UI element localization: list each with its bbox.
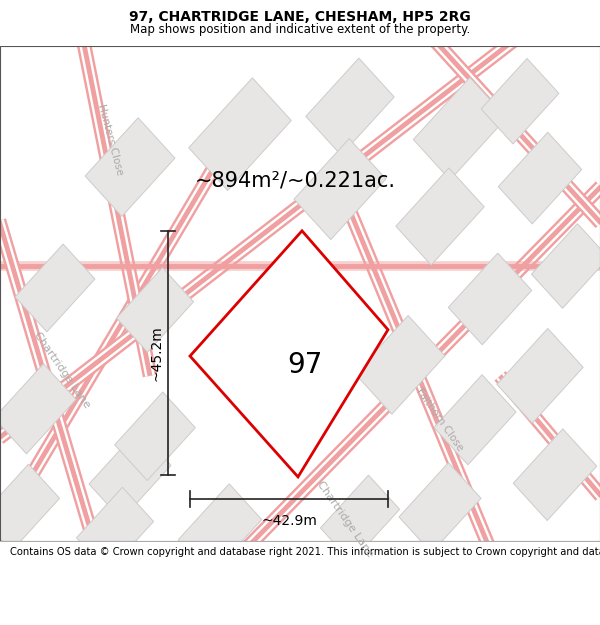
Polygon shape (413, 78, 506, 180)
Text: Chartridge Lane: Chartridge Lane (315, 479, 375, 559)
Text: Map shows position and indicative extent of the property.: Map shows position and indicative extent… (130, 23, 470, 36)
Polygon shape (15, 244, 95, 332)
Polygon shape (116, 268, 194, 352)
Text: 97: 97 (287, 351, 323, 379)
Polygon shape (294, 139, 386, 239)
Polygon shape (76, 488, 154, 572)
Text: Hunters Close: Hunters Close (95, 103, 124, 176)
Polygon shape (498, 132, 582, 224)
Polygon shape (320, 475, 400, 562)
Text: 97, CHARTRIDGE LANE, CHESHAM, HP5 2RG: 97, CHARTRIDGE LANE, CHESHAM, HP5 2RG (129, 10, 471, 24)
Polygon shape (189, 78, 291, 191)
Text: ~42.9m: ~42.9m (261, 514, 317, 528)
Polygon shape (190, 231, 388, 477)
Text: ~894m²/~0.221ac.: ~894m²/~0.221ac. (194, 170, 395, 190)
Polygon shape (434, 375, 516, 465)
Text: Contains OS data © Crown copyright and database right 2021. This information is : Contains OS data © Crown copyright and d… (10, 546, 600, 556)
Polygon shape (396, 168, 484, 265)
Polygon shape (178, 484, 262, 576)
Polygon shape (513, 429, 597, 521)
Polygon shape (532, 224, 600, 308)
Text: ~45.2m: ~45.2m (149, 325, 163, 381)
Text: Chartridge Lane: Chartridge Lane (32, 331, 92, 410)
Polygon shape (355, 316, 445, 414)
Polygon shape (89, 429, 171, 520)
Polygon shape (0, 364, 76, 454)
Polygon shape (85, 118, 175, 216)
Polygon shape (497, 329, 583, 423)
Text: Faithorn Close: Faithorn Close (415, 386, 466, 453)
Polygon shape (481, 59, 559, 144)
Polygon shape (115, 392, 196, 481)
Polygon shape (448, 253, 532, 345)
Polygon shape (0, 464, 59, 551)
Polygon shape (399, 462, 481, 552)
Polygon shape (306, 58, 394, 155)
